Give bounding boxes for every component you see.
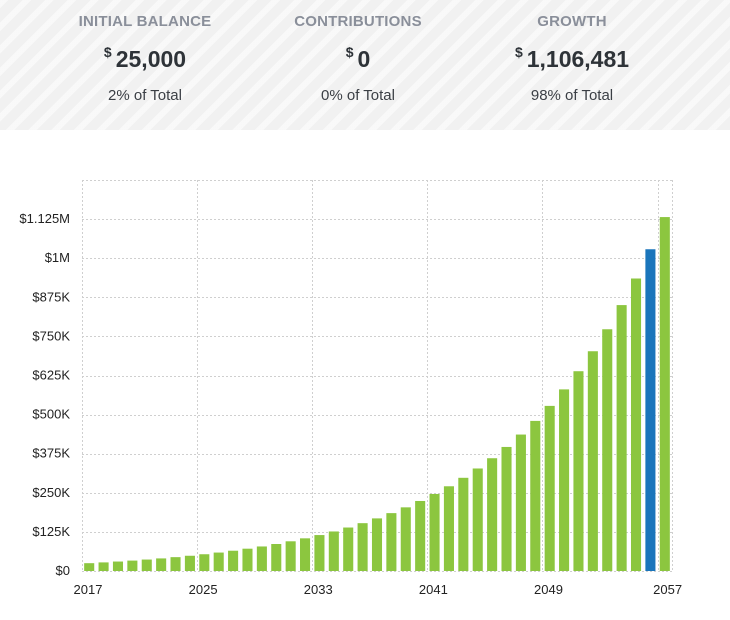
growth-percent: 98% of Total [530,87,614,104]
bar [184,555,195,571]
bar [530,420,541,571]
bar [98,562,109,571]
y-tick-label: $1M [45,250,70,265]
bar [472,468,483,571]
y-tick-label: $500K [32,407,70,422]
bar [127,560,138,571]
bar [544,405,555,571]
highlighted-bar [645,249,656,571]
currency-symbol: $ [103,44,112,60]
bar [328,531,339,571]
summary-panel: INITIAL BALANCE $25,000 2% of Total CONT… [0,0,730,130]
bar [271,544,282,571]
y-tick-label: $875K [32,289,70,304]
bar [400,507,411,571]
bar [84,563,95,571]
x-tick-label: 2057 [653,582,682,597]
bar [602,329,613,571]
bar [112,561,124,571]
y-tick-label: $375K [32,446,70,461]
bar [256,546,267,571]
initial-balance-label: INITIAL BALANCE [78,13,212,30]
x-tick-label: 2049 [534,582,563,597]
y-tick-label: $0 [56,563,70,578]
x-tick-label: 2025 [189,582,218,597]
bar [429,493,440,571]
bar [515,434,526,571]
y-tick-label: $1.125M [19,211,70,226]
growth-value: 1,106,481 [526,46,630,72]
y-tick-label: $750K [32,328,70,343]
contributions-value-row: $0 [268,44,448,73]
bar [501,446,512,571]
contributions-value: 0 [357,46,371,72]
bar [357,523,368,571]
bar [343,527,354,571]
bar [199,554,210,571]
bar [458,477,469,571]
balance-bar-chart: $0 $125K $250K $375K $500K $625K $750K $875K $1M… [19,180,682,597]
currency-symbol: $ [345,44,354,60]
initial-balance-value-row: $25,000 [55,44,235,73]
bar [443,486,454,571]
currency-symbol: $ [514,44,523,60]
x-tick-label: 2017 [74,582,103,597]
bar [314,535,325,571]
bar [573,371,584,571]
bar [415,500,426,571]
bar [300,538,311,571]
bar [630,278,642,571]
bar [156,558,167,571]
y-tick-label: $250K [32,485,70,500]
x-tick-label: 2041 [419,582,448,597]
bar [587,351,598,571]
bar [242,548,253,571]
contributions-percent: 0% of Total [321,87,395,104]
initial-balance-value: 25,000 [115,46,187,72]
initial-balance-percent: 2% of Total [108,87,182,104]
bar [616,305,627,571]
growth-label: GROWTH [537,13,607,30]
contributions-label: CONTRIBUTIONS [294,13,422,30]
bar [487,458,498,571]
growth-value-row: $1,106,481 [482,44,662,73]
y-tick-label: $125K [32,524,70,539]
x-tick-label: 2033 [304,582,333,597]
bar [170,557,181,571]
y-tick-label: $625K [32,368,70,383]
bar [285,541,296,571]
bar [559,389,570,571]
bar [141,559,152,571]
bar [213,552,224,571]
bar [228,550,239,571]
bar [386,513,397,571]
bar [371,518,383,571]
bar [659,217,670,571]
